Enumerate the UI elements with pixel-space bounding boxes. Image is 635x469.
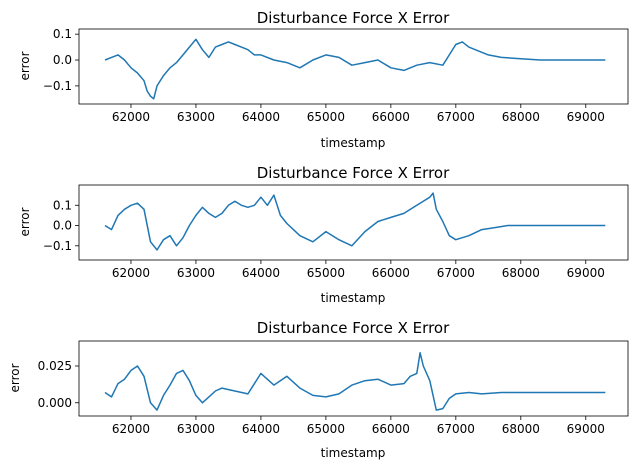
subplot-1-ytick-label-2: 0.0 — [53, 53, 72, 67]
subplot-3-xtick-label-8: 69000 — [567, 422, 605, 436]
subplot-2-xtick-label-4: 65000 — [307, 266, 345, 280]
subplot-3-xtick-label-1: 62000 — [112, 422, 150, 436]
subplot-2: Disturbance Force X Error error timestam… — [18, 164, 629, 305]
subplot-1-xtick-label-6: 67000 — [437, 110, 475, 124]
subplot-2-xtick-label-7: 68000 — [502, 266, 540, 280]
subplot-2-series-line-1 — [104, 192, 606, 251]
subplot-3-ytick-label-1: 0.000 — [38, 396, 72, 410]
subplot-1-xtick-label-1: 62000 — [112, 110, 150, 124]
subplot-3-xtick-label-2: 63000 — [177, 422, 215, 436]
subplot-3-xlabel: timestamp — [321, 446, 386, 460]
subplot-2-ytick-label-1: −0.1 — [43, 239, 72, 253]
subplot-2-axes-frame — [78, 184, 629, 261]
subplot-2-xlabel: timestamp — [321, 291, 386, 305]
subplot-1-ytick-label-1: −0.1 — [43, 79, 72, 93]
subplot-1-xlabel: timestamp — [321, 136, 386, 150]
subplot-3-xtick-label-5: 66000 — [372, 422, 410, 436]
subplot-1-title: Disturbance Force X Error — [257, 9, 450, 27]
subplot-2-xtick-label-5: 66000 — [372, 266, 410, 280]
subplot-1-xtick-label-8: 69000 — [567, 110, 605, 124]
subplot-3-axes-frame — [78, 340, 629, 417]
subplot-1: Disturbance Force X Error error timestam… — [18, 9, 629, 150]
subplot-1-axes-frame — [78, 28, 629, 105]
subplot-2-xtick-label-2: 63000 — [177, 266, 215, 280]
subplot-2-xtick-label-6: 67000 — [437, 266, 475, 280]
subplot-2-ylabel: error — [18, 207, 32, 236]
subplot-3-xtick-label-7: 68000 — [502, 422, 540, 436]
subplot-1-xtick-label-7: 68000 — [502, 110, 540, 124]
subplot-1-ytick-label-3: 0.1 — [53, 27, 72, 41]
subplot-1-series-line-1 — [104, 38, 606, 100]
subplot-2-xtick-label-3: 64000 — [242, 266, 280, 280]
subplot-2-title: Disturbance Force X Error — [257, 164, 450, 182]
subplot-3-xtick-label-3: 64000 — [242, 422, 280, 436]
subplot-2-ytick-label-2: 0.0 — [53, 219, 72, 233]
subplot-1-xtick-label-3: 64000 — [242, 110, 280, 124]
subplot-2-xtick-label-8: 69000 — [567, 266, 605, 280]
subplot-1-ylabel: error — [18, 51, 32, 80]
subplot-3-xtick-label-4: 65000 — [307, 422, 345, 436]
subplot-3-ylabel: error — [8, 363, 22, 392]
subplot-1-xtick-label-4: 65000 — [307, 110, 345, 124]
subplot-3: Disturbance Force X Error error timestam… — [8, 319, 629, 460]
subplot-3-ytick-label-2: 0.025 — [38, 359, 72, 373]
subplot-3-xtick-label-6: 67000 — [437, 422, 475, 436]
subplot-1-xtick-label-5: 66000 — [372, 110, 410, 124]
subplot-2-xtick-label-1: 62000 — [112, 266, 150, 280]
subplot-3-series-line-1 — [104, 352, 606, 411]
subplot-2-ytick-label-3: 0.1 — [53, 198, 72, 212]
subplot-3-title: Disturbance Force X Error — [257, 319, 450, 337]
subplot-1-xtick-label-2: 63000 — [177, 110, 215, 124]
